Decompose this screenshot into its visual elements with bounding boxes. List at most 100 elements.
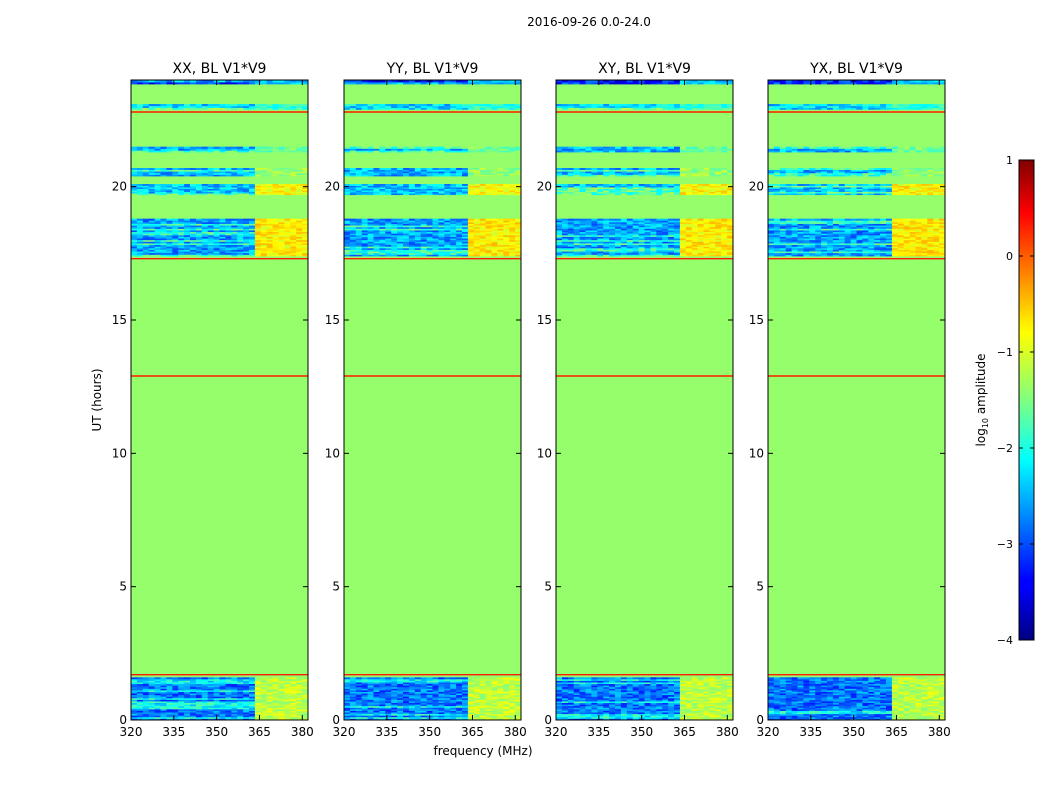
heatmap-cell: [220, 677, 226, 679]
heatmap-cell: [509, 677, 515, 679]
heatmap-cell: [178, 104, 184, 106]
heatmap-cell: [344, 147, 350, 149]
heatmap-cell: [503, 677, 509, 679]
heatmap-cell: [231, 184, 237, 186]
heatmap-cell: [344, 168, 350, 170]
heatmap-cell: [385, 219, 391, 221]
heatmap-cell: [261, 219, 267, 221]
heatmap-cell: [368, 184, 374, 186]
heatmap-cell: [444, 147, 450, 149]
heatmap-cell: [433, 184, 439, 186]
heatmap-cell: [462, 677, 468, 679]
heatmap-cell: [149, 677, 155, 679]
heatmap-cell: [427, 677, 433, 679]
heatmap-cell: [421, 147, 427, 149]
heatmap-cell: [267, 219, 273, 221]
heatmap-cell: [350, 168, 356, 170]
heatmap-cell: [143, 677, 149, 679]
heatmap-cell: [267, 147, 273, 149]
heatmap-cell: [279, 147, 285, 149]
heatmap-cell: [231, 104, 237, 106]
heatmap-cell: [356, 168, 362, 170]
heatmap-cell: [468, 184, 474, 186]
heatmap-cell: [296, 677, 302, 679]
heatmap-cell: [131, 104, 137, 106]
heatmap-cell: [143, 104, 149, 106]
heatmap-cell: [497, 677, 503, 679]
heatmap-cell: [450, 168, 456, 170]
heatmap-cell: [202, 147, 208, 149]
heatmap-cell: [190, 147, 196, 149]
heatmap-cell: [403, 219, 409, 221]
heatmap-cell: [362, 677, 368, 679]
heatmap-cell: [237, 184, 243, 186]
y-tick-label: 15: [112, 313, 127, 327]
heatmap-cell: [474, 184, 480, 186]
heatmap-cell: [166, 677, 172, 679]
heatmap-cell: [344, 677, 350, 679]
heatmap-cell: [409, 184, 415, 186]
heatmap-cell: [166, 147, 172, 149]
heatmap-cell: [243, 677, 249, 679]
heatmap-cell: [403, 104, 409, 106]
heatmap-cell: [344, 104, 350, 106]
panel-heatmap: [131, 80, 308, 720]
heatmap-cell: [172, 219, 178, 221]
heatmap-cell: [356, 147, 362, 149]
x-tick-label: 335: [162, 725, 185, 739]
heatmap-cell: [492, 677, 498, 679]
heatmap-cell: [296, 184, 302, 186]
heatmap-cell: [302, 677, 308, 679]
heatmap-cell: [279, 184, 285, 186]
heatmap-cell: [350, 104, 356, 106]
heatmap-cell: [225, 168, 231, 170]
heatmap-cell: [184, 168, 190, 170]
heatmap-cell: [427, 147, 433, 149]
heatmap-cell: [492, 184, 498, 186]
heatmap-cell: [155, 219, 161, 221]
heatmap-cell: [503, 184, 509, 186]
heatmap-cell: [480, 677, 486, 679]
x-tick-label: 350: [418, 725, 441, 739]
heatmap-cell: [220, 168, 226, 170]
heatmap-cell: [444, 184, 450, 186]
heatmap-cell: [486, 104, 492, 106]
heatmap-cell: [350, 219, 356, 221]
heatmap-cell: [208, 168, 214, 170]
heatmap-cell: [450, 147, 456, 149]
heatmap-cell: [403, 147, 409, 149]
heatmap-cell: [243, 147, 249, 149]
heatmap-cell: [243, 184, 249, 186]
heatmap-cell: [374, 104, 380, 106]
heatmap-cell: [284, 219, 290, 221]
heatmap-cell: [403, 184, 409, 186]
heatmap-cell: [492, 147, 498, 149]
heatmap-cell: [374, 168, 380, 170]
heatmap-cell: [190, 677, 196, 679]
heatmap-cell: [237, 677, 243, 679]
heatmap-cell: [356, 104, 362, 106]
heatmap-cell: [456, 219, 462, 221]
heatmap-cell: [486, 184, 492, 186]
heatmap-cell: [131, 219, 137, 221]
heatmap-cell: [225, 219, 231, 221]
heatmap-cell: [362, 104, 368, 106]
heatmap-cell: [267, 104, 273, 106]
heatmap-cell: [421, 184, 427, 186]
heatmap-cell: [143, 168, 149, 170]
heatmap-cell: [166, 168, 172, 170]
heatmap-cell: [438, 219, 444, 221]
heatmap-cell: [178, 677, 184, 679]
heatmap-cell: [273, 219, 279, 221]
heatmap-cell: [450, 184, 456, 186]
heatmap-cell: [243, 168, 249, 170]
heatmap-cell: [196, 104, 202, 106]
heatmap-cell: [468, 219, 474, 221]
heatmap-cell: [161, 219, 167, 221]
heatmap-cell: [486, 147, 492, 149]
heatmap-cell: [243, 104, 249, 106]
heatmap-cell: [302, 147, 308, 149]
heatmap-cell: [220, 184, 226, 186]
heatmap-cell: [172, 184, 178, 186]
